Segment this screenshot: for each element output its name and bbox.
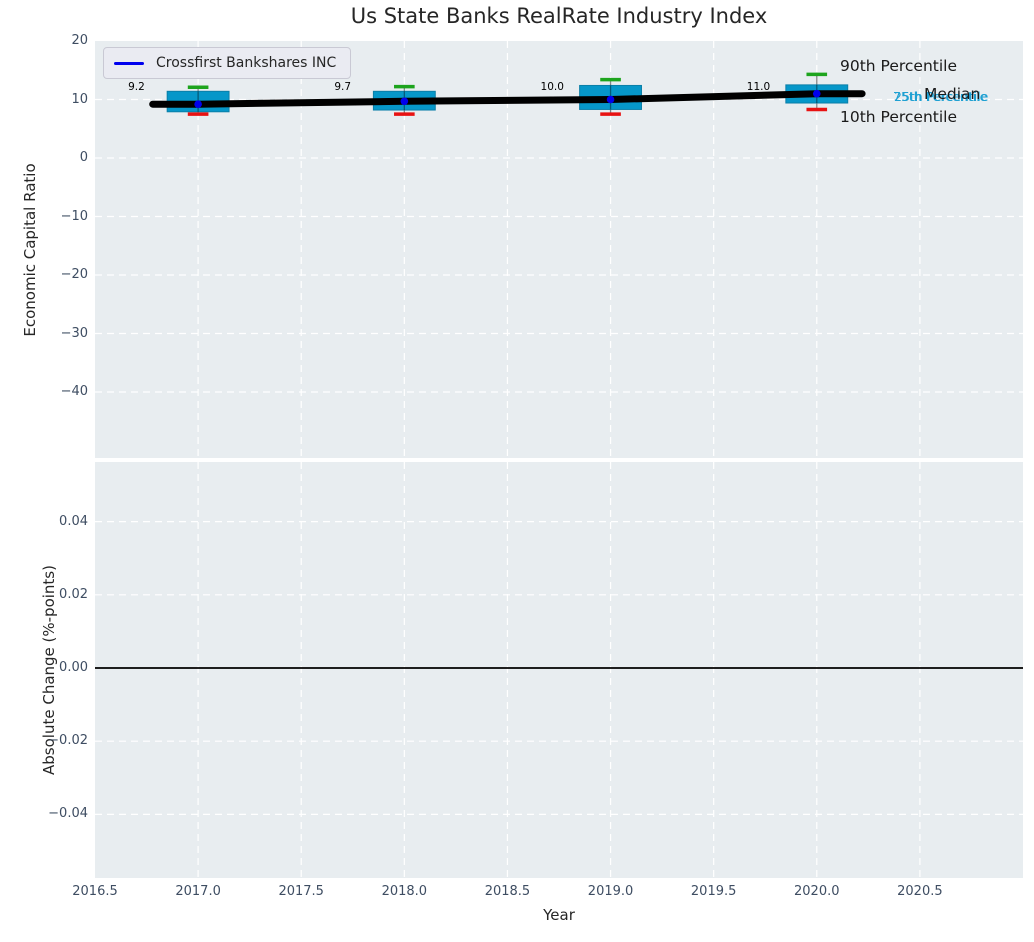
- legend-label: Crossfirst Bankshares INC: [156, 55, 336, 71]
- x-tick-label: 2020.5: [880, 884, 960, 900]
- y-tick-label: −0.04: [38, 806, 88, 822]
- y-tick-label: 10: [38, 92, 88, 108]
- y-tick-label: 0.02: [38, 587, 88, 603]
- median-value-label: 9.7: [334, 81, 351, 93]
- legend-line-icon: [114, 62, 144, 65]
- y-tick-label: 20: [38, 33, 88, 49]
- annotation-10th-percentile: 10th Percentile: [840, 108, 957, 126]
- x-tick-label: 2017.5: [261, 884, 341, 900]
- x-tick-label: 2018.5: [467, 884, 547, 900]
- x-axis-label: Year: [543, 906, 575, 924]
- y-tick-label: −10: [38, 209, 88, 225]
- annotation-median: Median: [924, 85, 980, 103]
- company-marker: [813, 90, 821, 98]
- y-tick-label: −0.02: [38, 733, 88, 749]
- top-axes: [95, 41, 1023, 458]
- median-value-label: 9.2: [128, 81, 145, 93]
- y-tick-label: −20: [38, 267, 88, 283]
- figure: Us State Banks RealRate Industry Index C…: [0, 0, 1034, 942]
- y-tick-label: −40: [38, 384, 88, 400]
- median-value-label: 10.0: [541, 81, 564, 93]
- plot-canvas: [95, 462, 1023, 878]
- x-tick-label: 2019.5: [674, 884, 754, 900]
- x-tick-label: 2018.0: [364, 884, 444, 900]
- top-y-axis-label: Economic Capital Ratio: [21, 163, 39, 336]
- median-value-label: 11.0: [747, 81, 770, 93]
- x-tick-label: 2017.0: [158, 884, 238, 900]
- company-marker: [194, 100, 202, 108]
- x-tick-label: 2019.0: [571, 884, 651, 900]
- plot-canvas: [95, 41, 1023, 458]
- bottom-axes: [95, 462, 1023, 878]
- company-marker: [607, 96, 615, 104]
- x-tick-label: 2016.5: [55, 884, 135, 900]
- annotation-90th-percentile: 90th Percentile: [840, 57, 957, 75]
- x-tick-label: 2020.0: [777, 884, 857, 900]
- y-tick-label: 0: [38, 150, 88, 166]
- y-tick-label: −30: [38, 326, 88, 342]
- legend: Crossfirst Bankshares INC: [103, 47, 351, 79]
- y-tick-label: 0.04: [38, 514, 88, 530]
- y-tick-label: 0.00: [38, 660, 88, 676]
- chart-title: Us State Banks RealRate Industry Index: [95, 4, 1023, 28]
- company-marker: [401, 97, 409, 105]
